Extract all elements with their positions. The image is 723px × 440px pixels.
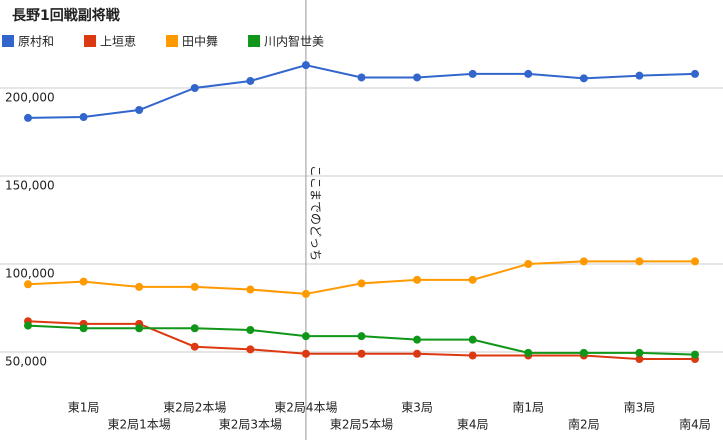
data-point — [691, 69, 699, 78]
x-tick-label: 南1局 — [512, 400, 544, 415]
legend-label: 田中舞 — [182, 34, 218, 49]
data-point — [635, 348, 644, 357]
data-point — [468, 69, 477, 78]
data-point — [301, 289, 310, 298]
data-point — [413, 275, 422, 284]
legend-label: 上垣恵 — [100, 35, 136, 49]
x-tick-label: 南3局 — [624, 400, 656, 415]
legend-label: 川内智世美 — [264, 34, 324, 49]
x-tick-label: 東2局3本場 — [219, 418, 282, 432]
data-point — [79, 277, 88, 286]
x-tick-label: 南2局 — [568, 417, 600, 432]
data-point — [357, 349, 366, 358]
data-point — [524, 69, 533, 78]
data-point — [79, 113, 88, 122]
data-point — [301, 61, 310, 70]
legend-swatch — [248, 35, 261, 47]
x-tick-label: 東1局 — [68, 401, 100, 415]
series-line — [27, 260, 695, 295]
data-point — [246, 76, 255, 85]
data-point — [413, 73, 422, 82]
data-point — [79, 324, 88, 333]
data-point — [524, 260, 533, 268]
data-point — [24, 113, 32, 122]
data-point — [468, 351, 477, 360]
data-point — [24, 280, 32, 289]
data-point — [301, 349, 310, 358]
legend-swatch — [2, 35, 14, 47]
data-point — [135, 324, 144, 333]
data-point — [246, 285, 255, 294]
data-point — [579, 257, 588, 266]
data-point — [579, 348, 588, 357]
data-point — [468, 275, 477, 284]
data-point — [190, 342, 199, 351]
data-point — [357, 332, 366, 341]
y-tick-label: 150,000 — [5, 179, 55, 193]
data-point — [301, 332, 310, 341]
x-tick-label: 東2局1本場 — [108, 418, 171, 432]
data-point — [190, 282, 199, 291]
data-point — [579, 74, 588, 83]
x-tick-label: 南4局 — [679, 417, 711, 432]
annotation-text: ここまでのどっち — [308, 165, 322, 261]
data-point — [635, 257, 644, 266]
data-point — [413, 349, 422, 358]
data-point — [357, 279, 366, 288]
data-point — [691, 350, 699, 359]
data-point — [135, 106, 144, 114]
data-point — [635, 355, 644, 364]
legend-swatch — [166, 35, 179, 47]
y-tick-label: 200,000 — [5, 91, 55, 105]
x-tick-label: 東2局2本場 — [163, 401, 226, 415]
y-tick-label: 50,000 — [5, 355, 47, 369]
data-point — [413, 335, 422, 344]
y-tick-label: 100,000 — [5, 267, 55, 281]
data-point — [135, 282, 144, 291]
data-point — [468, 335, 477, 344]
x-tick-label: 東3局 — [401, 401, 433, 415]
data-point — [246, 345, 255, 354]
data-point — [190, 84, 199, 92]
data-point — [246, 326, 255, 334]
legend-swatch — [84, 35, 97, 47]
data-point — [357, 73, 366, 82]
x-tick-label: 東2局5本場 — [330, 418, 393, 432]
x-tick-label: 東4局 — [457, 418, 489, 432]
data-point — [691, 257, 699, 266]
legend-label: 原村和 — [18, 35, 54, 49]
data-point — [190, 324, 199, 333]
data-point — [524, 348, 533, 357]
data-point — [24, 321, 32, 330]
chart-title: 長野1回戦副将戦 — [12, 7, 121, 24]
data-point — [635, 71, 644, 80]
series-line — [27, 64, 696, 119]
